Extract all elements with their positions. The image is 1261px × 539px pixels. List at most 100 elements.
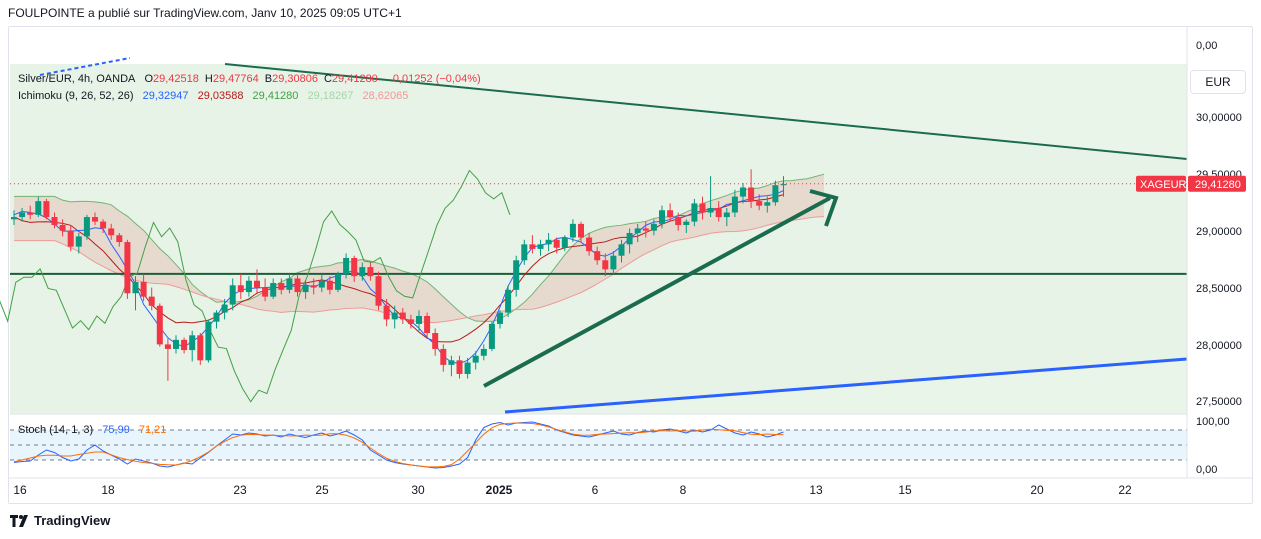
- symbol-legend: Silver/EUR, 4h, OANDA O29,42518 H29,47764…: [18, 73, 487, 85]
- ohlc-h: H29,47764: [204, 73, 259, 85]
- candle-body: [294, 278, 301, 293]
- candle-body: [205, 321, 212, 361]
- candle-body: [780, 184, 787, 186]
- price-tick-label: 27,50000: [1196, 396, 1242, 408]
- time-tick-label: 20: [1030, 483, 1044, 497]
- candle-body: [764, 202, 771, 206]
- time-tick-label: 18: [101, 483, 115, 497]
- candle-body: [497, 312, 503, 324]
- chikou-line: [0, 169, 511, 403]
- currency-button[interactable]: EUR: [1190, 70, 1246, 94]
- ichimoku-cloud: [14, 174, 824, 323]
- time-tick-label: 25: [315, 483, 329, 497]
- candle-body: [173, 339, 179, 349]
- stoch-k-line: [13, 421, 784, 469]
- candle-body: [140, 281, 147, 297]
- candle-body: [367, 267, 374, 277]
- candle-body: [67, 230, 74, 247]
- price-tag-symbol: XAGEUR: [1140, 179, 1187, 191]
- candle-body: [480, 348, 487, 356]
- tradingview-icon: [10, 514, 28, 527]
- ichimoku-legend: Ichimoku (9, 26, 52, 26) 29,32947 29,035…: [18, 90, 414, 102]
- candle-body: [124, 242, 131, 294]
- candle-body: [505, 289, 512, 313]
- candle-body: [416, 315, 422, 324]
- candle-body: [262, 287, 269, 297]
- candle-body: [51, 217, 58, 226]
- candle-body: [488, 323, 495, 349]
- price-tag-value-bg: [1188, 175, 1246, 192]
- candle-body: [11, 217, 17, 220]
- candle-body: [448, 360, 455, 365]
- candle-body: [302, 285, 309, 293]
- candle-body: [424, 315, 431, 334]
- price-tick-label: 0,00: [1196, 40, 1217, 52]
- candle-body: [537, 244, 544, 249]
- tenkan-value: 29,32947: [142, 90, 189, 102]
- candle-body: [164, 344, 171, 349]
- ohlc-o: O29,42518: [144, 73, 199, 85]
- candle-body: [108, 228, 115, 236]
- candle-body: [399, 312, 406, 320]
- kijun-value: 29,03588: [197, 90, 244, 102]
- publisher-header: FOULPOINTE a publié sur TradingView.com,…: [8, 6, 402, 20]
- chikou-value: 29,41280: [252, 90, 299, 102]
- candle-body: [181, 339, 188, 351]
- candle-body: [237, 285, 244, 293]
- candle-body: [772, 185, 779, 203]
- candle-body: [683, 221, 690, 226]
- candle-body: [659, 210, 665, 224]
- candle-body: [375, 276, 382, 306]
- candle-body: [756, 201, 763, 206]
- dashed-trendline: [39, 57, 131, 76]
- tradingview-logo: TradingView: [10, 513, 110, 528]
- candle-body: [699, 203, 706, 213]
- candle-body: [675, 217, 682, 226]
- trend-arrow-head: [809, 189, 839, 227]
- price-tick-label: 29,00000: [1196, 226, 1242, 238]
- time-tick-label: 13: [809, 483, 823, 497]
- candle-body: [326, 280, 333, 290]
- stoch-tick-label: 100,00: [1196, 416, 1230, 428]
- candle-body: [116, 235, 123, 243]
- candle-body: [27, 212, 34, 215]
- candle-body: [310, 285, 317, 288]
- candle-body: [594, 251, 601, 261]
- candle-body: [618, 244, 625, 256]
- candle-body: [278, 283, 285, 290]
- candle-body: [213, 312, 220, 322]
- candle-body: [553, 239, 560, 248]
- candle-body: [707, 207, 714, 213]
- candle-body: [691, 203, 698, 222]
- candle-body: [83, 217, 90, 237]
- candle-body: [407, 319, 414, 324]
- stoch-d-line: [13, 422, 784, 468]
- tenkan-line: [13, 190, 784, 365]
- time-tick-label: 16: [13, 483, 27, 497]
- chart-frame: [8, 26, 1253, 504]
- candle-body: [359, 267, 366, 277]
- price-tick-label: 28,50000: [1196, 283, 1242, 295]
- brand-name: TradingView: [34, 513, 111, 528]
- candle-body: [642, 228, 649, 231]
- time-tick-label: 23: [233, 483, 247, 497]
- stoch-legend: Stoch (14, 1, 3) 75,99 71,21: [18, 424, 172, 436]
- candle-body: [561, 237, 568, 248]
- price-tag-symbol-bg: [1136, 175, 1186, 192]
- candle-body: [586, 237, 593, 252]
- candle-body: [521, 244, 528, 261]
- candle-body: [610, 255, 617, 270]
- candle-body: [132, 281, 139, 294]
- time-tick-label: 6: [592, 483, 599, 497]
- candle-body: [432, 333, 439, 349]
- candle-body: [343, 257, 350, 274]
- candle-body: [569, 223, 576, 238]
- trend-arrow-shaft: [483, 196, 831, 388]
- candle-body: [100, 221, 107, 229]
- candle-body: [286, 278, 293, 290]
- candle-body: [578, 223, 584, 238]
- candle-body: [148, 296, 155, 306]
- stoch-k-value: 75,99: [102, 424, 130, 436]
- candle-body: [19, 212, 26, 218]
